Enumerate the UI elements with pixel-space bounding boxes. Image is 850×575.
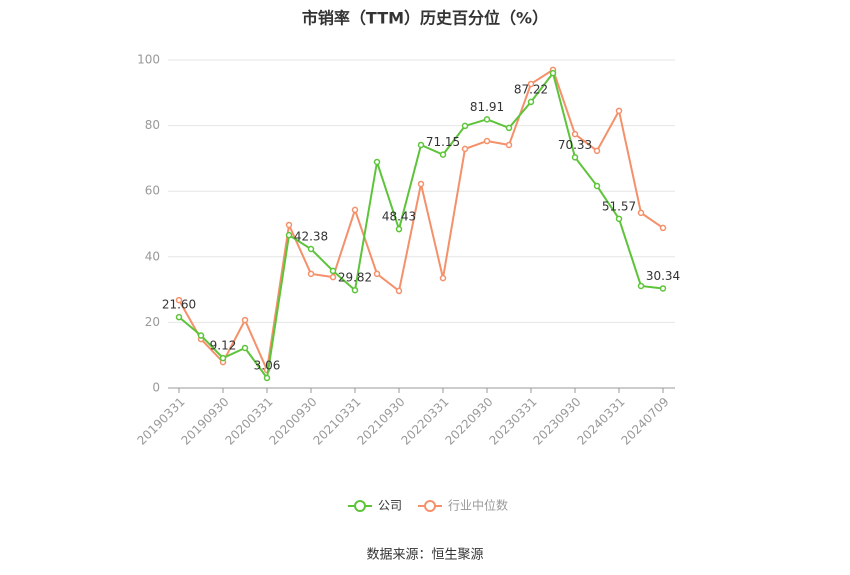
point (461, 145, 469, 153)
point (395, 287, 403, 295)
y-tick-label: 60 (145, 184, 160, 198)
legend-label: 公司 (378, 499, 402, 513)
point (307, 270, 315, 278)
legend-marker (354, 500, 366, 512)
legend-label: 行业中位数 (448, 498, 508, 513)
data-label: 70.33 (558, 138, 592, 152)
point (527, 80, 535, 88)
point (307, 245, 315, 253)
data-label: 21.60 (162, 298, 196, 312)
point (483, 116, 491, 123)
point (219, 354, 227, 362)
x-tick-label: 20240709 (619, 395, 672, 448)
data-label: 9.12 (210, 339, 237, 353)
data-label: 81.91 (470, 100, 504, 114)
point (659, 224, 667, 232)
point (285, 231, 293, 239)
point (549, 69, 557, 77)
point (505, 141, 513, 149)
point (373, 158, 381, 166)
series-line (178, 70, 664, 381)
point (615, 107, 623, 115)
data-label: 3.06 (254, 358, 281, 372)
point (527, 98, 535, 106)
y-tick-label: 0 (152, 381, 160, 395)
y-tick-label: 100 (137, 53, 160, 67)
point (285, 221, 293, 229)
point (417, 180, 425, 188)
point (175, 313, 183, 321)
point (593, 147, 601, 155)
point (197, 332, 205, 339)
chart-title: 市销率（TTM）历史百分位（%） (302, 9, 548, 28)
point (351, 286, 359, 294)
data-label: 87.22 (514, 82, 548, 96)
y-tick-label: 20 (145, 315, 160, 329)
y-tick-label: 80 (145, 118, 160, 132)
data-label: 71.15 (426, 135, 460, 149)
point (659, 285, 667, 292)
legend-marker (424, 500, 437, 512)
point (505, 124, 513, 132)
point (241, 344, 249, 352)
point (461, 122, 469, 130)
series-line (178, 68, 664, 374)
data-label: 30.34 (646, 269, 680, 283)
data-label: 48.43 (382, 210, 416, 224)
point (329, 273, 337, 281)
data-label: 42.38 (294, 229, 328, 243)
data-label: 29.82 (338, 271, 372, 285)
point (351, 206, 359, 214)
point (439, 151, 447, 158)
point (571, 130, 579, 138)
point (615, 215, 623, 223)
legend-item: 公司 (348, 499, 402, 513)
y-tick-label: 40 (145, 249, 160, 263)
point (175, 296, 183, 304)
data-label: 51.57 (602, 199, 636, 213)
point (483, 137, 491, 145)
point (439, 274, 447, 282)
point (571, 154, 579, 161)
point (637, 282, 645, 290)
point (593, 182, 601, 190)
legend-item: 行业中位数 (418, 498, 508, 513)
point (329, 267, 337, 275)
point (263, 374, 271, 382)
source: 数据来源：恒生聚源 (366, 548, 483, 563)
point (373, 270, 381, 278)
point (637, 209, 645, 217)
point (395, 225, 403, 233)
point (241, 316, 249, 324)
point (417, 141, 425, 149)
